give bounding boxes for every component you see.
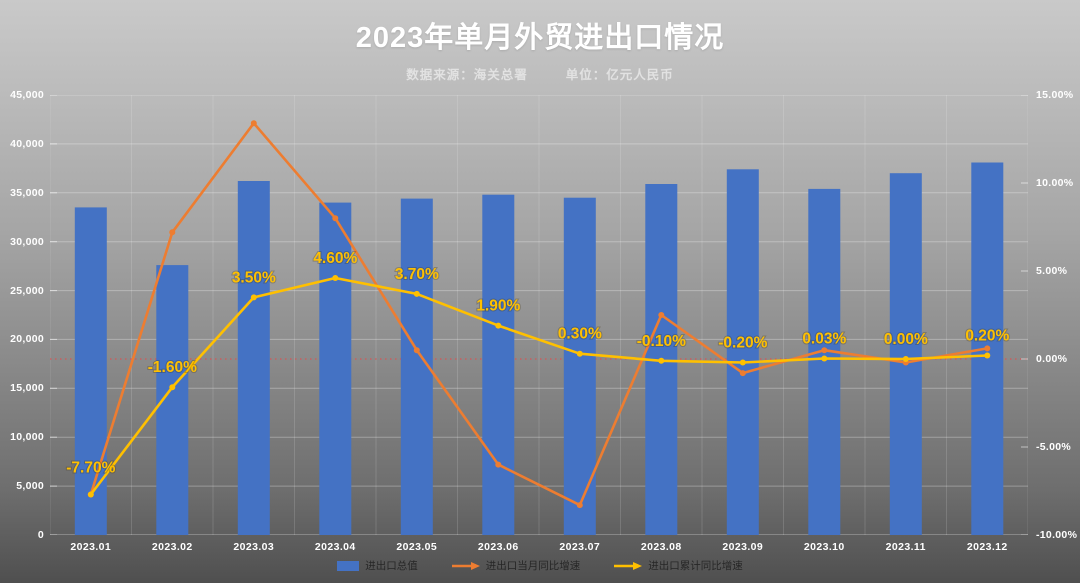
right-axis-tick-label: -5.00% bbox=[1036, 441, 1072, 453]
bar-2023.07 bbox=[563, 197, 596, 535]
right-axis-tick-label: 0.00% bbox=[1036, 353, 1068, 365]
left-axis-tick-label: 20,000 bbox=[10, 333, 44, 346]
left-axis-tick-label: 45,000 bbox=[10, 89, 44, 101]
unit-label: 单位：亿元人民币 bbox=[565, 68, 674, 82]
x-axis-tick-label: 2023.11 bbox=[885, 541, 926, 553]
data-label: 0.00% bbox=[884, 331, 928, 348]
combo-chart: -7.70% -1.60% 3.50% 4.60% 3.70% 1.90% 0.30% -0.… bbox=[50, 95, 1028, 535]
right-axis-tick-label: 5.00% bbox=[1036, 265, 1068, 277]
plot-area: -7.70% -1.60% 3.50% 4.60% 3.70% 1.90% 0.30% -0.… bbox=[50, 95, 1028, 535]
legend: 进出口总值 进出口当月同比增速 进出口累计同比增速 bbox=[0, 558, 1080, 573]
data-label: -0.10% bbox=[637, 333, 686, 350]
legend-item-total-value[interactable]: 进出口总值 bbox=[337, 558, 418, 573]
x-axis-tick-label: 2023.06 bbox=[477, 541, 519, 553]
bar-2023.06 bbox=[482, 194, 515, 535]
data-label: 4.60% bbox=[313, 250, 357, 267]
legend-item-cumulative-yoy[interactable]: 进出口累计同比增速 bbox=[614, 558, 743, 573]
left-axis-tick-label: 5,000 bbox=[16, 480, 44, 493]
x-axis-tick-label: 2023.08 bbox=[640, 541, 682, 553]
left-axis-tick-label: 15,000 bbox=[10, 382, 44, 395]
x-axis-tick-label: 2023.07 bbox=[559, 541, 601, 553]
legend-label-cumulative: 进出口累计同比增速 bbox=[648, 560, 743, 572]
data-label: 0.30% bbox=[558, 326, 602, 343]
line-cumulative bbox=[89, 276, 989, 496]
x-axis-tick-label: 2023.09 bbox=[722, 541, 764, 553]
right-axis-tick-label: 15.00% bbox=[1036, 89, 1074, 101]
left-axis-tick-label: 10,000 bbox=[10, 431, 44, 444]
yellow-line-arrow-icon bbox=[614, 561, 643, 570]
x-axis-tick-label: 2023.02 bbox=[151, 541, 193, 553]
data-label: 1.90% bbox=[476, 298, 520, 315]
legend-label-monthly: 进出口当月同比增速 bbox=[485, 560, 581, 572]
bar-2023.10 bbox=[808, 188, 841, 535]
chart-title: 2023年单月外贸进出口情况 bbox=[355, 22, 725, 54]
legend-item-monthly-yoy[interactable]: 进出口当月同比增速 bbox=[451, 558, 581, 573]
left-axis-tick-label: 35,000 bbox=[10, 186, 44, 199]
orange-line-arrow-icon bbox=[451, 561, 480, 570]
bar-2023.04 bbox=[319, 202, 352, 535]
line-monthly bbox=[89, 121, 989, 507]
bar-swatch-icon bbox=[337, 560, 360, 571]
x-axis-tick-label: 2023.12 bbox=[966, 541, 1008, 553]
data-label: 0.03% bbox=[802, 331, 846, 348]
left-axis-tick-label: 0 bbox=[37, 529, 44, 541]
legend-label-total: 进出口总值 bbox=[365, 560, 418, 572]
x-axis-tick-label: 2023.03 bbox=[233, 541, 275, 553]
left-axis-tick-label: 30,000 bbox=[10, 235, 44, 248]
data-label: -7.70% bbox=[66, 460, 115, 477]
data-source-label: 数据来源：海关总署 bbox=[406, 68, 528, 82]
bar-2023.09 bbox=[726, 169, 759, 535]
data-label: 3.50% bbox=[232, 269, 276, 286]
data-label: 0.20% bbox=[965, 328, 1009, 345]
bar-2023.11 bbox=[889, 173, 922, 535]
right-axis-tick-label: 10.00% bbox=[1036, 177, 1074, 189]
bar-2023.01 bbox=[74, 207, 107, 535]
x-axis-tick-label: 2023.10 bbox=[803, 541, 845, 553]
right-axis-tick-label: -10.00% bbox=[1036, 529, 1078, 541]
x-axis-tick-label: 2023.04 bbox=[314, 541, 356, 553]
chart-subtitle: 数据来源：海关总署 单位：亿元人民币 bbox=[0, 64, 1080, 83]
data-label: -1.60% bbox=[148, 359, 197, 376]
left-axis-tick-label: 25,000 bbox=[10, 284, 44, 297]
data-label: 3.70% bbox=[395, 266, 439, 283]
bar-2023.03 bbox=[237, 181, 270, 535]
x-axis-tick-label: 2023.01 bbox=[70, 541, 112, 553]
x-axis-tick-label: 2023.05 bbox=[396, 541, 438, 553]
left-axis-tick-label: 40,000 bbox=[10, 137, 44, 150]
data-label: -0.20% bbox=[718, 335, 767, 352]
